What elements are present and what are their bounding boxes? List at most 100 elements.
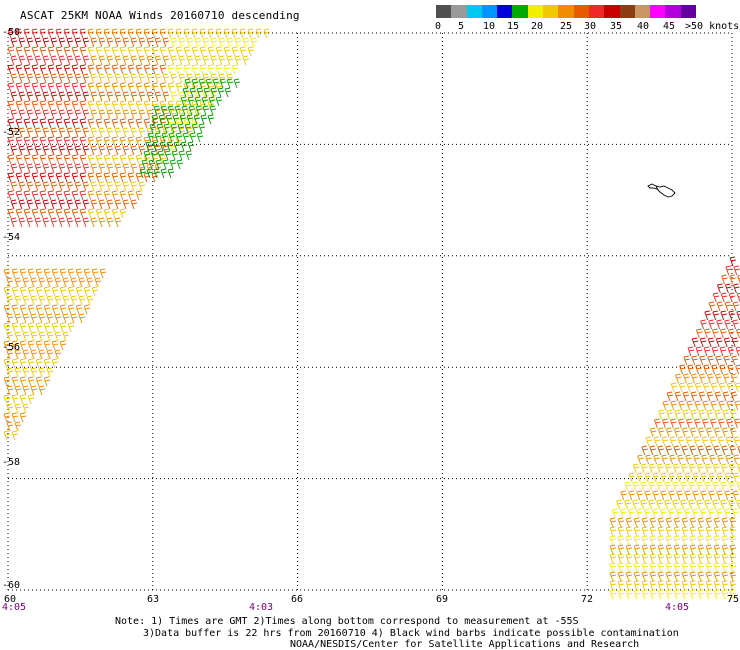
wind-barb <box>662 400 669 411</box>
wind-barb <box>14 295 22 306</box>
wind-barb <box>6 295 14 306</box>
wind-barb <box>198 78 206 89</box>
wind-barb <box>691 355 698 366</box>
wind-barb <box>184 123 192 134</box>
wind-barb <box>59 340 67 351</box>
wind-barb <box>182 132 190 143</box>
wind-barb <box>106 55 114 66</box>
wind-barb <box>31 46 39 57</box>
wind-barb <box>103 118 111 129</box>
wind-barb <box>209 105 217 116</box>
wind-barb <box>55 118 63 129</box>
wind-barb <box>705 517 713 528</box>
wind-barb <box>167 100 175 111</box>
wind-barb <box>628 472 636 483</box>
wind-barb <box>98 91 106 102</box>
wind-barb <box>74 181 82 192</box>
wind-barb <box>90 199 98 210</box>
wind-barb <box>679 364 686 375</box>
wind-barb <box>617 517 625 528</box>
wind-barb <box>11 304 19 315</box>
wind-barb <box>10 217 18 228</box>
wind-barb <box>717 436 725 447</box>
wind-barb <box>42 109 50 120</box>
wind-barb <box>730 373 738 384</box>
wind-barb <box>23 208 31 219</box>
wind-barb <box>148 159 156 170</box>
wind-barb <box>165 114 173 125</box>
wind-barb <box>27 340 35 351</box>
wind-barb <box>71 46 79 57</box>
wind-barb <box>170 37 178 48</box>
wind-barb <box>617 544 625 555</box>
wind-barb <box>665 544 673 555</box>
wind-barb <box>178 55 186 66</box>
wind-barb <box>18 109 26 120</box>
wind-barb <box>58 127 66 138</box>
wind-barb <box>697 571 705 582</box>
wind-barb <box>202 37 210 48</box>
wind-barb <box>678 382 686 393</box>
wind-barb <box>74 163 82 174</box>
wind-barb <box>706 409 713 420</box>
wind-barb <box>50 37 58 48</box>
wind-barb <box>721 562 729 573</box>
wind-barb <box>226 37 234 48</box>
wind-barb <box>158 114 166 125</box>
wind-barb <box>71 154 79 165</box>
wind-barb <box>135 28 143 39</box>
wind-barb <box>15 46 23 57</box>
wind-barb <box>11 412 19 423</box>
wind-barb <box>673 589 681 600</box>
wind-barb <box>39 190 47 201</box>
wind-barb <box>210 87 218 98</box>
wind-barb <box>191 46 199 57</box>
wind-barb <box>700 490 707 501</box>
wind-barb <box>66 217 74 228</box>
wind-barb <box>154 73 162 84</box>
wind-barb <box>47 208 55 219</box>
wind-barb <box>130 55 138 66</box>
wind-barb <box>685 418 693 429</box>
wind-barb <box>22 295 30 306</box>
wind-barb <box>684 490 691 501</box>
wind-barb <box>184 78 192 89</box>
wind-barb <box>18 91 26 102</box>
wind-barb <box>215 46 223 57</box>
wind-barb <box>127 154 135 165</box>
colorbar-swatch <box>680 5 697 18</box>
wind-barb <box>66 73 74 84</box>
wind-barb <box>79 208 87 219</box>
wind-barb <box>226 78 234 89</box>
wind-barb <box>63 172 71 183</box>
wind-barb <box>183 46 191 57</box>
wind-barb <box>681 544 689 555</box>
wind-barb <box>19 304 27 315</box>
wind-barb <box>27 304 35 315</box>
wind-barb <box>103 82 111 93</box>
wind-barb <box>724 490 731 501</box>
wind-barb <box>26 91 34 102</box>
wind-barb <box>90 37 98 48</box>
wind-barb <box>703 346 711 357</box>
wind-barb <box>633 526 641 537</box>
wind-barb <box>625 553 633 564</box>
wind-barb <box>47 82 55 93</box>
wind-barb <box>720 310 727 321</box>
wind-barb <box>186 37 194 48</box>
wind-barb <box>729 580 737 591</box>
wind-barb <box>7 172 15 183</box>
wind-barb <box>50 163 58 174</box>
wind-barb <box>673 544 681 555</box>
wind-barb <box>22 313 30 324</box>
colorbar-swatch <box>650 5 666 18</box>
wind-barb <box>15 118 23 129</box>
wind-barb <box>172 114 180 125</box>
wind-barb <box>19 322 27 333</box>
wind-barb <box>175 82 183 93</box>
wind-barb <box>14 421 22 432</box>
wind-barb <box>46 367 54 378</box>
wind-barb <box>729 256 737 267</box>
wind-barb <box>720 463 728 474</box>
wind-barb <box>668 472 676 483</box>
